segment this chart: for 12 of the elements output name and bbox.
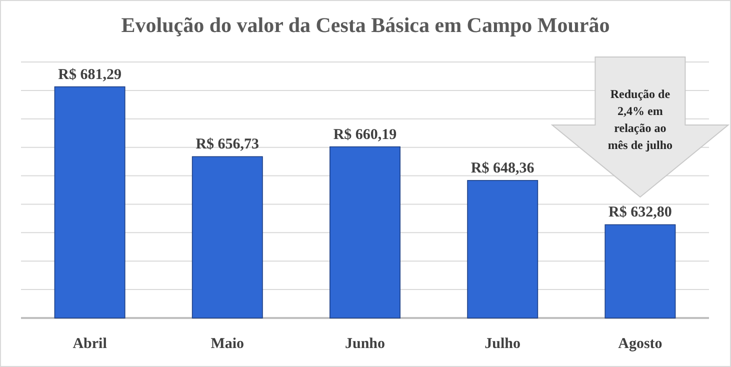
x-tick-label: Agosto (618, 336, 662, 352)
data-label: R$ 660,19 (333, 126, 397, 143)
x-tick-label: Maio (210, 336, 244, 352)
x-tick-label: Julho (484, 336, 521, 352)
data-label: R$ 681,29 (58, 66, 122, 83)
chart-title: Evolução do valor da Cesta Básica em Campo Mourão (121, 13, 610, 37)
data-label: R$ 632,80 (608, 204, 672, 221)
annotation: Redução de 2,4% em relação ao mês de julho (608, 87, 673, 152)
x-tick-label: Junho (344, 336, 386, 352)
x-tick-label: Abril (72, 336, 107, 352)
data-label: R$ 656,73 (196, 136, 260, 153)
data-label: R$ 648,36 (470, 160, 535, 176)
